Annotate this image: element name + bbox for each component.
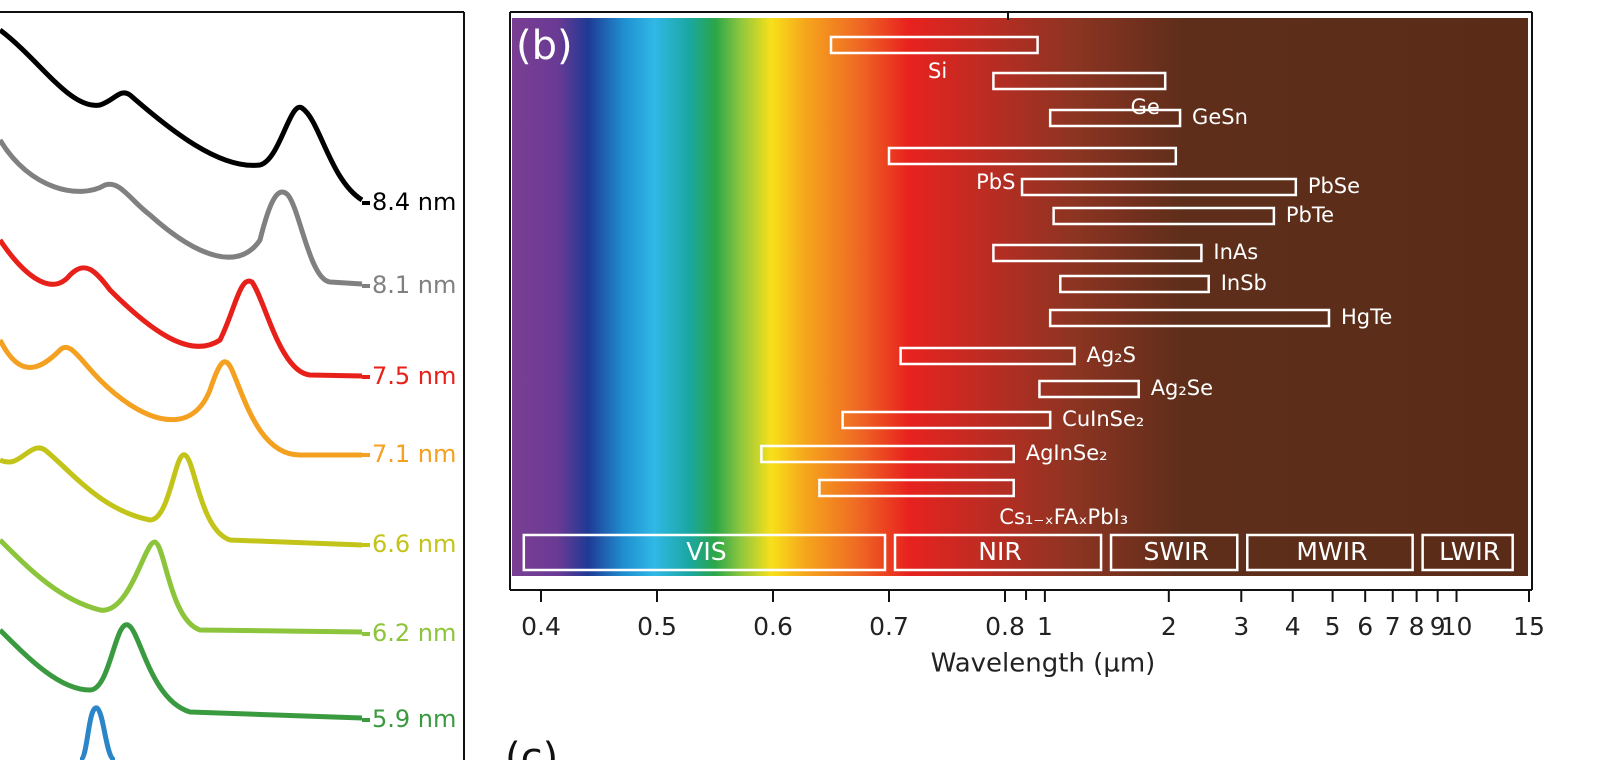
band-label: LWIR	[1439, 537, 1500, 566]
band-box	[1246, 533, 1414, 572]
spectrum-curve	[77, 705, 117, 760]
material-label: Cs₁₋ₓFAₓPbI₃	[999, 505, 1128, 529]
range-bar	[1038, 379, 1140, 399]
size-label: 5.9 nm	[372, 705, 456, 733]
x-tick-label: 2	[1161, 612, 1177, 641]
range-bar	[760, 444, 1015, 464]
range-bar	[1048, 108, 1182, 128]
x-tick-label: 7	[1385, 612, 1401, 641]
range-bar	[818, 478, 1015, 498]
x-tick-label: 0.8	[985, 612, 1025, 641]
spectrum-curve	[0, 138, 363, 287]
spectra	[0, 28, 364, 760]
x-tick-label: 1	[1037, 612, 1053, 641]
material-label: InAs	[1213, 240, 1258, 264]
range-bar	[992, 243, 1203, 263]
band-label: SWIR	[1143, 537, 1208, 566]
size-label: 6.2 nm	[372, 619, 456, 647]
spectrum-curve	[0, 445, 363, 548]
range-bar	[841, 410, 1052, 430]
material-label: PbSe	[1308, 174, 1360, 198]
material-label: Ge	[1131, 95, 1160, 119]
band-label: MWIR	[1296, 537, 1367, 566]
x-tick-label: 8	[1409, 612, 1425, 641]
panel-label: (c)	[505, 735, 558, 760]
band-box	[893, 533, 1103, 572]
spectrum-curve	[0, 238, 363, 379]
band-box	[522, 533, 887, 572]
material-label: CuInSe₂	[1062, 407, 1144, 431]
range-bar	[1048, 308, 1331, 328]
band-box	[1421, 533, 1514, 572]
x-tick-label: 6	[1357, 612, 1373, 641]
range-bar	[1059, 274, 1210, 294]
material-label: PbTe	[1286, 203, 1334, 227]
x-tick-label: 0.4	[521, 612, 561, 641]
band-label: NIR	[978, 537, 1021, 566]
size-label: 6.6 nm	[372, 530, 456, 558]
spectrum-curve	[0, 538, 363, 635]
x-tick-label: 9	[1430, 612, 1446, 641]
material-label: AgInSe₂	[1026, 441, 1108, 465]
x-tick-label: 4	[1285, 612, 1301, 641]
x-tick-label: 5	[1325, 612, 1341, 641]
panel-label: (b)	[516, 23, 573, 69]
x-tick-label: 0.6	[753, 612, 793, 641]
range-bar	[1020, 177, 1298, 197]
plot: 0.4 0.5 0.6 0.7 0.8 1 2 3 4 5 6 7 8 910 15 Si Ge GeSn PbS P…	[521, 35, 1545, 641]
material-label: Si	[928, 59, 947, 83]
x-tick-label: 3	[1233, 612, 1249, 641]
x-tick-label: 10	[1441, 612, 1473, 641]
range-bar	[1052, 206, 1276, 226]
size-label: 7.5 nm	[372, 362, 456, 390]
size-label: 8.4 nm	[372, 188, 456, 216]
x-axis-title: Wavelength (µm)	[931, 649, 1156, 679]
material-label: GeSn	[1192, 105, 1248, 129]
x-tick-label: 0.7	[869, 612, 909, 641]
size-label: 8.1 nm	[372, 271, 456, 299]
range-bar	[899, 346, 1076, 366]
x-tick-label: 0.5	[637, 612, 677, 641]
x-tick-label: 15	[1513, 612, 1545, 641]
material-label: HgTe	[1341, 305, 1392, 329]
material-label: InSb	[1221, 271, 1267, 295]
spectrum-curve	[0, 28, 364, 203]
size-labels: 8.4 nm 8.1 nm 7.5 nm 7.1 nm 6.6 nm 6.2 nm 5.9 …	[362, 188, 456, 733]
spectrum-background	[512, 18, 1528, 576]
band-label: VIS	[686, 537, 726, 566]
material-label: PbS	[976, 170, 1015, 194]
spectrum-curve	[0, 338, 362, 458]
size-label: 7.1 nm	[372, 440, 456, 468]
material-label: Ag₂Se	[1151, 376, 1213, 400]
spectrum-curve	[0, 622, 363, 721]
material-label: Ag₂S	[1086, 343, 1135, 367]
range-bar	[992, 71, 1167, 91]
range-bar	[887, 146, 1178, 166]
range-bar	[829, 35, 1039, 55]
band-box	[1109, 533, 1239, 572]
